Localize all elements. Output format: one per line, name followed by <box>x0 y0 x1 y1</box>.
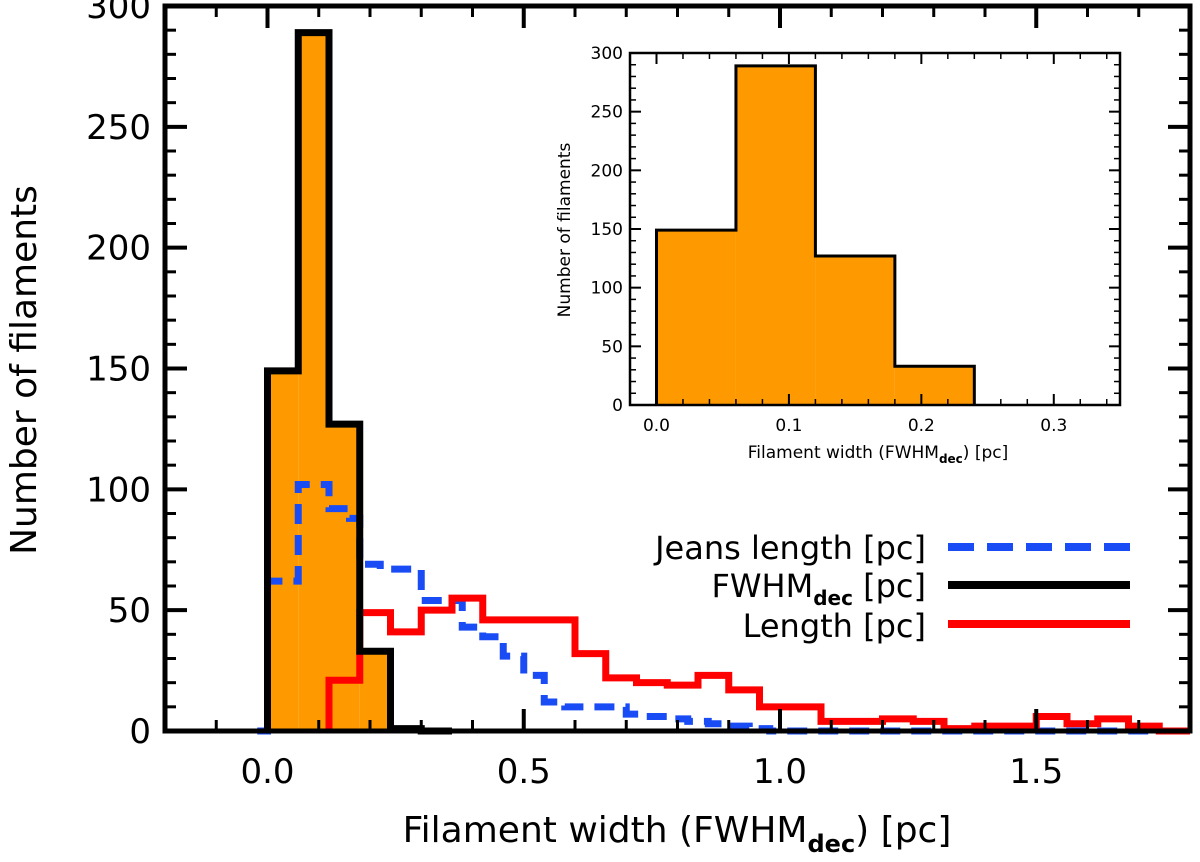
legend-label-fwhm: FWHMdec [pc] <box>711 567 926 610</box>
main-y-tick-label: 150 <box>86 350 151 390</box>
fwhm-bar <box>267 370 299 731</box>
main-fwhm-bars <box>267 32 422 732</box>
inset-fwhm-bar <box>894 366 975 405</box>
inset-fwhm-bar <box>656 230 736 405</box>
inset-y-tick-label: 50 <box>601 337 623 357</box>
main-y-tick-label: 200 <box>86 229 151 269</box>
legend: Jeans length [pc] FWHMdec [pc] Length [p… <box>653 529 1130 645</box>
main-y-tick-label: 250 <box>86 108 151 148</box>
inset-x-tick-label: 0.1 <box>775 416 802 436</box>
inset-fwhm-bar <box>815 255 895 405</box>
inset-y-tick-label: 300 <box>591 44 623 64</box>
main-y-axis-label: Number of filaments <box>4 185 45 555</box>
main-y-tick-label: 0 <box>129 712 151 752</box>
fwhm-bar <box>359 651 391 731</box>
inset-y-axis-label: Number of filaments <box>555 143 575 318</box>
inset-x-tick-label: 0.3 <box>1040 416 1067 436</box>
jeans-length-line <box>257 481 1190 735</box>
inset-x-tick-label: 0.0 <box>643 416 670 436</box>
inset-y-tick-label: 250 <box>591 103 623 123</box>
length-line <box>325 594 1190 735</box>
inset-fwhm-bars <box>630 53 1120 405</box>
main-axes: 0.0 0.5 1.0 1.5 0 50 100 150 200 250 300 <box>86 0 1193 792</box>
inset-y-tick-label: 200 <box>591 161 623 181</box>
inset-y-tick-label: 100 <box>591 279 623 299</box>
main-x-axis-label: Filament width (FWHMdec) [pc] <box>403 810 952 858</box>
inset-y-tick-label: 0 <box>612 396 623 416</box>
main-y-tick-label: 100 <box>86 470 151 510</box>
inset-axes: 0.0 0.1 0.2 0.3 0 50 100 150 200 250 300 <box>591 44 1122 436</box>
main-y-tick-label: 300 <box>86 0 151 27</box>
main-x-tick-label: 0.0 <box>240 752 294 792</box>
inset-x-tick-label: 0.2 <box>908 416 935 436</box>
inset-y-tick-label: 150 <box>591 220 623 240</box>
inset-fwhm-bar <box>735 65 816 405</box>
main-x-tick-label: 1.5 <box>1009 752 1063 792</box>
main-y-tick-label: 50 <box>108 591 151 631</box>
fwhm-bar <box>329 424 360 731</box>
legend-label-jeans: Jeans length [pc] <box>653 529 926 567</box>
main-x-tick-label: 1.0 <box>753 752 807 792</box>
legend-label-length: Length [pc] <box>743 607 926 645</box>
inset-x-axis-label: Filament width (FWHMdec) [pc] <box>748 443 1009 466</box>
inset-fwhm-outline <box>654 64 976 405</box>
main-x-tick-label: 0.5 <box>497 752 551 792</box>
fwhm-bar <box>298 32 329 732</box>
